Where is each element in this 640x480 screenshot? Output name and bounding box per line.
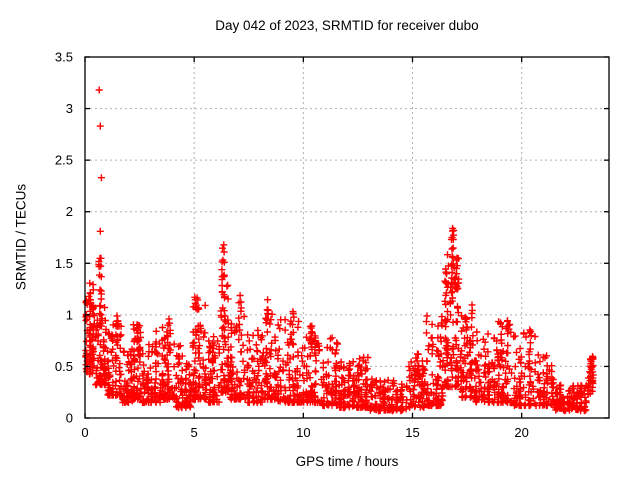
y-tick-label: 0 <box>66 411 73 426</box>
y-tick-labels: 0 0.5 1 1.5 2 2.5 3 3.5 <box>55 50 73 426</box>
y-tick-label: 0.5 <box>55 359 73 374</box>
chart-title: Day 042 of 2023, SRMTID for receiver dub… <box>215 18 479 33</box>
x-tick-labels: 0 5 10 15 20 <box>81 425 529 440</box>
y-tick-label: 1 <box>66 307 73 322</box>
x-tick-label: 20 <box>514 425 528 440</box>
y-tick-label: 3.5 <box>55 50 73 65</box>
plot-border <box>84 56 610 419</box>
data-points <box>82 86 597 415</box>
x-tick-label: 0 <box>81 425 88 440</box>
y-tick-label: 2 <box>66 204 73 219</box>
x-axis-label: GPS time / hours <box>295 454 399 469</box>
y-tick-label: 1.5 <box>55 256 73 271</box>
y-tick-label: 3 <box>66 101 73 116</box>
x-tick-label: 5 <box>191 425 198 440</box>
y-tick-label: 2.5 <box>55 153 73 168</box>
x-tick-label: 15 <box>405 425 419 440</box>
x-tick-label: 10 <box>296 425 310 440</box>
